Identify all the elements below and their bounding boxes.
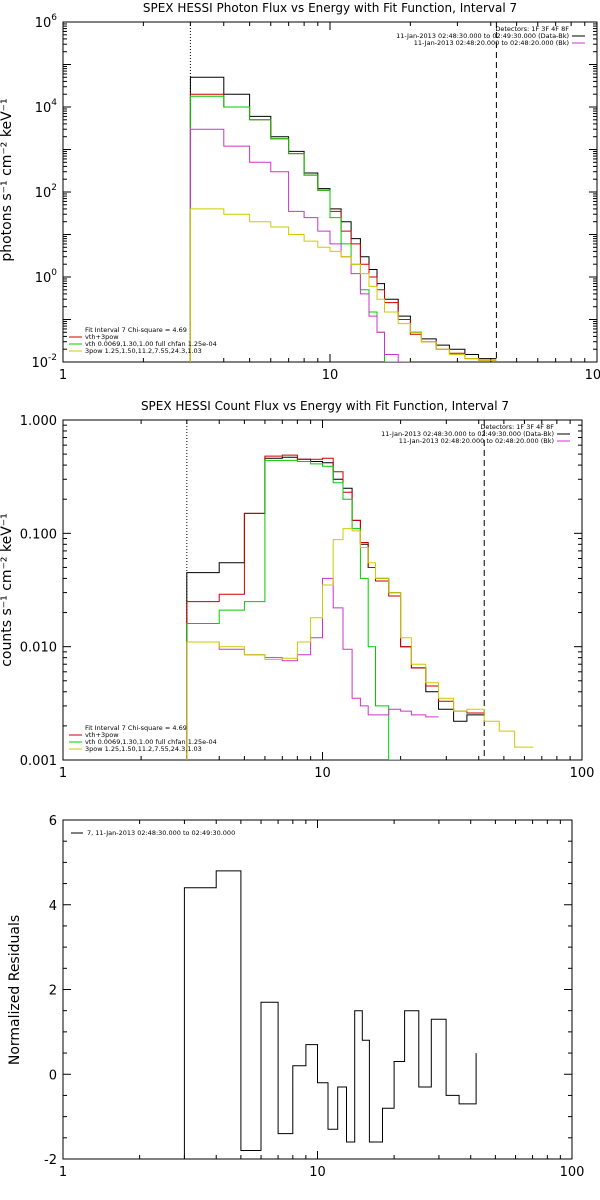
photon-flux-y-tick-label: 100 — [35, 268, 58, 286]
photon-flux-ylabel: photons s⁻¹ cm⁻² keV⁻¹ — [0, 98, 15, 261]
count-flux-legend-bl-text: Fit Interval 7 Chi-square = 4.69 — [85, 724, 187, 732]
count-flux-series-0 — [186, 456, 485, 760]
photon-flux-x-tick-label: 1 — [59, 368, 67, 383]
photon-flux-x-tick-label: 100 — [585, 368, 600, 383]
photon-flux-legend-bl-text: vth+3pow — [85, 333, 119, 341]
residuals-y-tick-label: -2 — [44, 1153, 57, 1168]
count-flux-y-tick-label: 1.000 — [20, 414, 57, 429]
count-flux-x-tick-label: 1 — [59, 766, 67, 781]
photon-flux-series-2 — [189, 95, 399, 362]
residuals-y-tick-label: 0 — [49, 1068, 57, 1083]
count-flux-series-4 — [186, 528, 534, 760]
count-flux-y-tick-label: 0.100 — [20, 527, 57, 542]
count-flux-series-2 — [186, 459, 401, 760]
count-flux-panel: SPEX HESSI Count Flux vs Energy with Fit… — [0, 399, 594, 781]
photon-flux-legend-bl-text: Fit Interval 7 Chi-square = 4.69 — [85, 326, 187, 334]
photon-flux-series-1 — [189, 93, 497, 362]
residuals-ylabel: Normalized Residuals — [7, 915, 23, 1065]
residuals-y-tick-label: 4 — [49, 899, 57, 914]
photon-flux-title: SPEX HESSI Photon Flux vs Energy with Fi… — [143, 1, 517, 15]
photon-flux-y-tick-label: 10-2 — [31, 353, 57, 371]
residuals-y-tick-label: 2 — [49, 984, 57, 999]
photon-flux-legend-bl-text: 3pow 1.25,1.50,11.2,7.55,24.3,1.03 — [85, 347, 202, 355]
count-flux-x-tick-label: 100 — [570, 766, 595, 781]
count-flux-legend-bl-text: vth 0.0069,1.30,1.00 full chfan 1.25e-04 — [85, 738, 217, 746]
count-flux-x-tick-label: 10 — [314, 766, 331, 781]
photon-flux-series-4 — [189, 208, 497, 362]
count-flux-legend-bl-text: 3pow 1.25,1.50,11.2,7.55,24.3,1.03 — [85, 745, 202, 753]
photon-flux-y-tick-label: 106 — [35, 13, 58, 31]
residuals-series-0 — [183, 870, 477, 1159]
photon-flux-panel: SPEX HESSI Photon Flux vs Energy with Fi… — [0, 1, 600, 383]
photon-flux-x-tick-label: 10 — [322, 368, 339, 383]
residuals-panel: Normalized Residuals 1 10 100 -2 0 2 4 6 7, 11-J… — [7, 814, 584, 1180]
photon-flux-legend-bl-text: vth 0.0069,1.30,1.00 full chfan 1.25e-04 — [85, 340, 217, 348]
photon-flux-y-tick-label: 102 — [35, 183, 57, 201]
photon-flux-series-3 — [189, 128, 411, 362]
count-flux-legend-tr-text: Detectors: 1F 3F 4F 8F — [480, 423, 554, 431]
residuals-y-tick-label: 6 — [49, 814, 57, 829]
count-flux-ylabel: counts s⁻¹ cm⁻² keV⁻¹ — [0, 513, 15, 667]
count-flux-y-tick-label: 0.010 — [20, 641, 57, 656]
photon-flux-legend-tr-text: 11-Jan-2013 02:48:20.000 to 02:48:20.000… — [414, 39, 569, 47]
count-flux-legend-bl-text: vth+3pow — [85, 731, 119, 739]
photon-flux-series-0 — [189, 76, 497, 362]
residuals-legend-text: 7, 11-Jan-2013 02:48:30.000 to 02:49:30.… — [87, 829, 235, 837]
count-flux-legend-tr-text: 11-Jan-2013 02:48:20.000 to 02:48:20.000… — [399, 437, 554, 445]
residuals-x-tick-label: 100 — [560, 1165, 585, 1180]
count-flux-y-tick-label: 0.001 — [20, 754, 57, 769]
count-flux-title: SPEX HESSI Count Flux vs Energy with Fit… — [141, 399, 509, 413]
photon-flux-y-tick-label: 104 — [35, 98, 58, 116]
residuals-x-tick-label: 1 — [59, 1165, 67, 1180]
residuals-x-tick-label: 10 — [309, 1165, 326, 1180]
photon-flux-legend-tr-text: Detectors: 1F 3F 4F 8F — [495, 25, 569, 33]
residuals-plot-frame — [62, 819, 573, 1160]
photon-flux-legend-tr-text: 11-Jan-2013 02:48:30.000 to 02:49:30.000… — [396, 32, 569, 40]
count-flux-legend-tr-text: 11-Jan-2013 02:48:30.000 to 02:49:30.000… — [381, 430, 554, 438]
